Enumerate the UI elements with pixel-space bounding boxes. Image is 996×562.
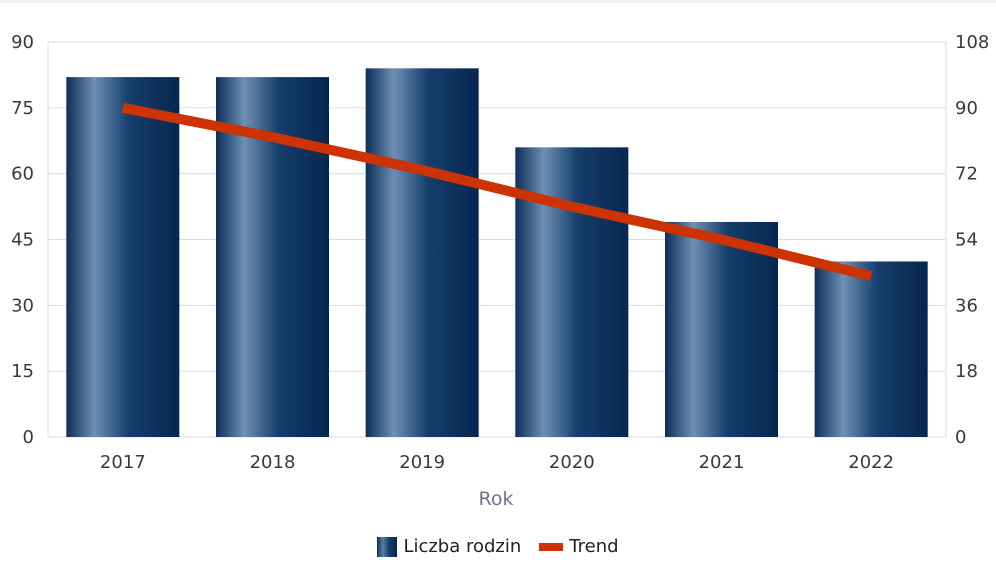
y-right-tick-label: 54 xyxy=(955,230,978,251)
legend-label-bars: Liczba rodzin xyxy=(403,536,522,557)
x-tick-label: 2018 xyxy=(250,452,296,473)
x-tick-label: 2019 xyxy=(399,452,445,473)
y-right-tick-label: 18 xyxy=(955,361,978,382)
bar-2017[interactable] xyxy=(66,77,180,437)
grid xyxy=(47,41,947,438)
x-tick-label: 2017 xyxy=(100,452,146,473)
bar-2019[interactable] xyxy=(365,68,479,437)
trend-line[interactable] xyxy=(121,102,873,281)
top-border xyxy=(0,0,996,3)
y-axis-left: 0 15 30 45 60 75 90 xyxy=(11,32,34,448)
x-axis-title: Rok xyxy=(479,488,514,510)
y-left-tick-label: 60 xyxy=(11,164,34,185)
y-left-tick-label: 45 xyxy=(11,230,34,251)
y-left-tick-label: 75 xyxy=(11,98,34,119)
y-right-tick-label: 36 xyxy=(955,295,978,316)
y-left-tick-label: 30 xyxy=(11,295,34,316)
x-axis: 2017 2018 2019 2020 2021 2022 xyxy=(100,452,894,473)
y-left-tick-label: 90 xyxy=(11,32,34,53)
bar-2022[interactable] xyxy=(814,261,928,437)
y-right-tick-label: 108 xyxy=(955,32,989,53)
legend-item-trend[interactable]: Trend xyxy=(539,536,619,557)
y-right-tick-label: 0 xyxy=(955,427,966,448)
y-left-tick-label: 15 xyxy=(11,361,34,382)
y-right-tick-label: 72 xyxy=(955,164,978,185)
trend-line-group xyxy=(121,102,873,281)
legend-swatch-line xyxy=(539,542,564,551)
legend-item-bars[interactable]: Liczba rodzin xyxy=(377,536,521,557)
legend-label-trend: Trend xyxy=(569,536,619,557)
legend-swatch-bar xyxy=(377,536,398,557)
bar-2020[interactable] xyxy=(515,147,629,438)
bar-2021[interactable] xyxy=(665,221,778,437)
legend: Liczba rodzin Trend xyxy=(0,536,996,557)
x-tick-label: 2020 xyxy=(549,452,595,473)
y-right-tick-label: 90 xyxy=(955,98,978,119)
y-left-tick-label: 0 xyxy=(23,427,34,448)
y-axis-right: 0 18 36 54 72 90 108 xyxy=(955,32,989,448)
x-tick-label: 2021 xyxy=(699,452,745,473)
x-tick-label: 2022 xyxy=(848,452,894,473)
